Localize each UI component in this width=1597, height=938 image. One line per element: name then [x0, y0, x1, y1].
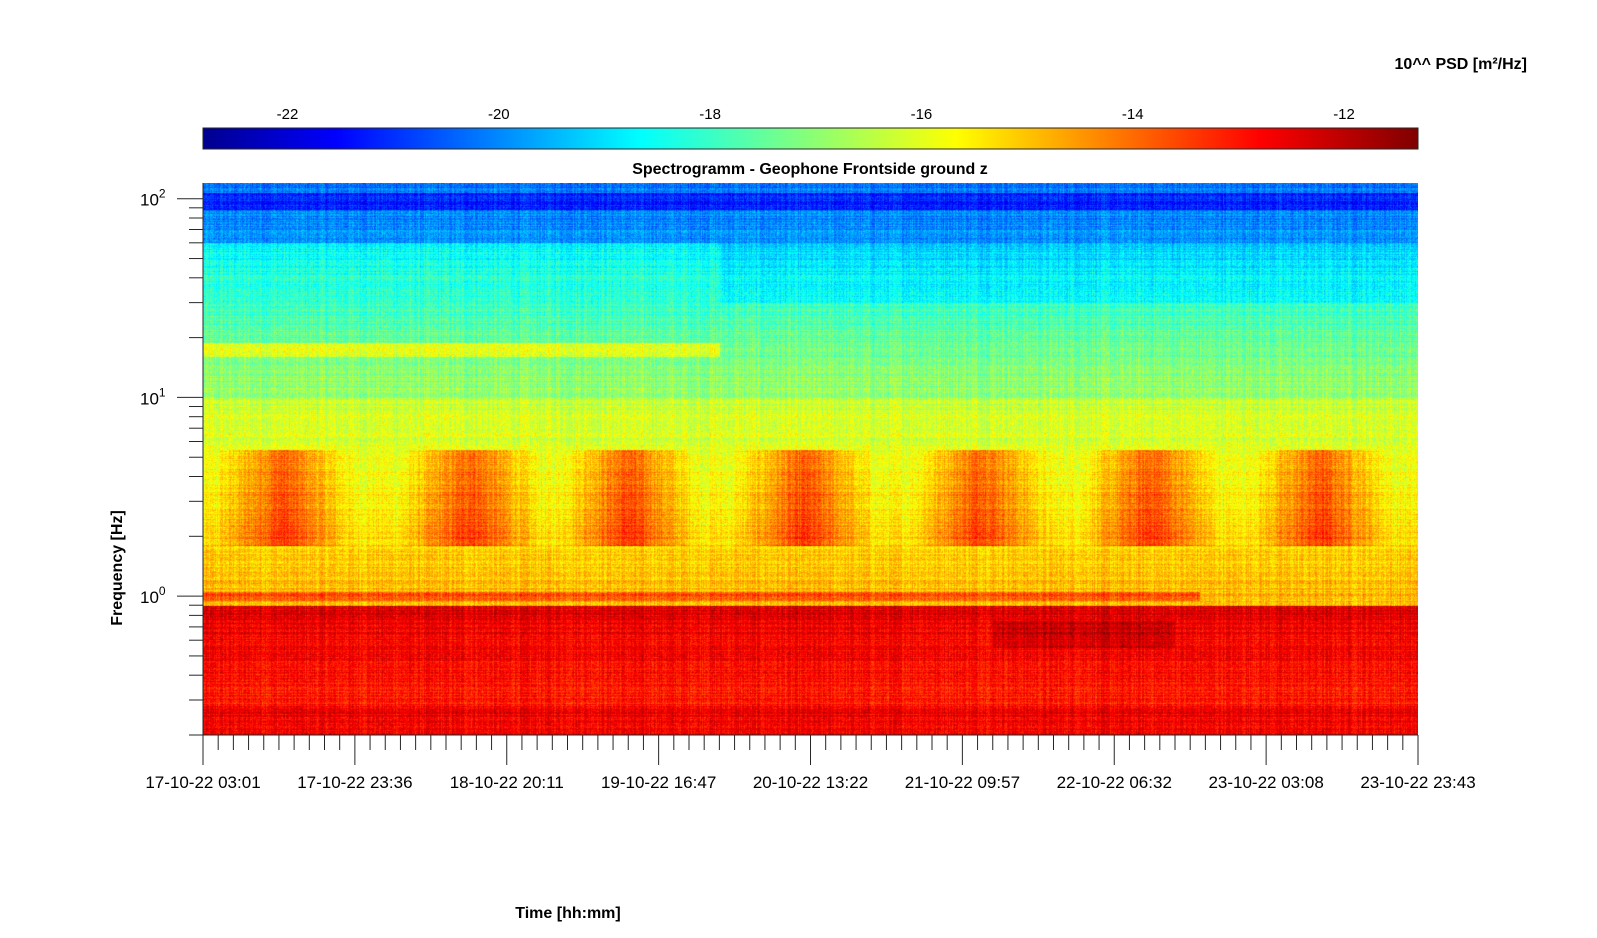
spectrogram-image	[203, 183, 1418, 735]
colorbar-ticks: -22 -20 -18 -16 -14 -12	[277, 106, 1355, 134]
x-tick-label: 20-10-22 13:22	[753, 773, 868, 792]
y-axis-label: Frequency [Hz]	[109, 510, 126, 626]
y-tick-label: 100	[140, 584, 166, 607]
colorbar-tick-label: -20	[488, 106, 510, 123]
x-axis-label: Time [hh:mm]	[515, 905, 620, 922]
x-tick-label: 17-10-22 23:36	[297, 773, 412, 792]
colorbar-tick-label: -22	[277, 106, 299, 123]
colorbar-tick-label: -16	[911, 106, 933, 123]
colorbar-label: 10^^ PSD [m²/Hz]	[1395, 56, 1527, 73]
colorbar	[202, 127, 1419, 150]
x-tick-label: 21-10-22 09:57	[905, 773, 1020, 792]
colorbar-tick-label: -18	[699, 106, 721, 123]
y-axis: 100 101 102	[140, 183, 204, 736]
x-tick-label: 18-10-22 20:11	[450, 773, 564, 792]
x-tick-label: 19-10-22 16:47	[601, 773, 716, 792]
y-tick-label: 102	[140, 187, 166, 210]
x-tick-label: 23-10-22 03:08	[1208, 773, 1323, 792]
chart-title: Spectrogramm - Geophone Frontside ground…	[632, 161, 988, 178]
x-axis: 17-10-22 03:01 17-10-22 23:36 18-10-22 20:…	[145, 734, 1476, 792]
x-tick-label: 17-10-22 03:01	[145, 773, 260, 792]
x-tick-label: 22-10-22 06:32	[1057, 773, 1172, 792]
y-tick-label: 101	[140, 385, 166, 408]
colorbar-tick-label: -14	[1122, 106, 1144, 123]
x-tick-label: 23-10-22 23:43	[1360, 773, 1475, 792]
colorbar-tick-label: -12	[1333, 106, 1355, 123]
